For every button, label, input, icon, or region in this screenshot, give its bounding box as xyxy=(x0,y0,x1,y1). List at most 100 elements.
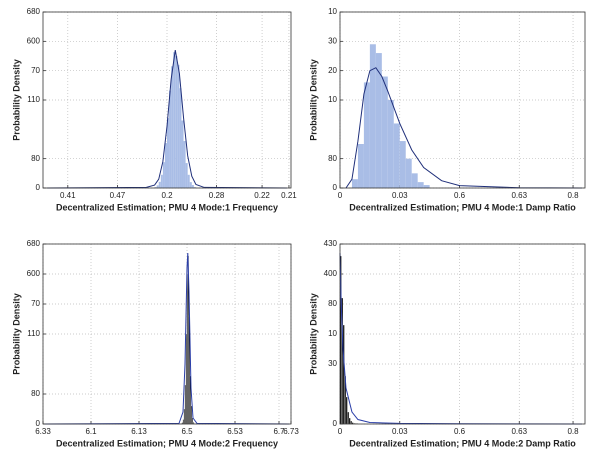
plot-frame xyxy=(339,11,586,189)
histogram-bar xyxy=(171,66,174,188)
histogram-bar xyxy=(158,181,161,188)
histogram-bar xyxy=(347,411,350,425)
x-tick-label: 0.6 xyxy=(454,427,466,436)
x-tick-label: 0.63 xyxy=(511,427,527,436)
fit-curve xyxy=(47,50,287,189)
histogram-bar xyxy=(405,158,412,188)
x-tick-label: 0.8 xyxy=(567,191,579,200)
histogram-bar xyxy=(345,396,348,425)
histogram-bar xyxy=(156,185,159,188)
x-tick-label: 0.03 xyxy=(392,191,408,200)
histogram-bar xyxy=(348,417,351,425)
y-tick-label: 70 xyxy=(31,299,40,308)
y-tick-label: 80 xyxy=(328,154,337,163)
y-tick-label: 400 xyxy=(324,269,338,278)
y-tick-label: 30 xyxy=(328,359,337,368)
histogram-bar xyxy=(177,64,180,188)
y-tick-label: 0 xyxy=(36,419,41,428)
x-tick-label: 6.73 xyxy=(283,427,299,436)
y-tick-label: 10 xyxy=(328,329,337,338)
plot-frame xyxy=(42,11,292,189)
y-tick-label: 10 xyxy=(328,7,337,16)
x-tick-label: 0.47 xyxy=(110,191,126,200)
histogram-bar xyxy=(183,141,186,188)
histogram-bar xyxy=(387,100,394,188)
histogram-bar xyxy=(342,324,345,425)
histogram-bar xyxy=(167,118,170,188)
x-tick-label: 0 xyxy=(338,427,343,436)
x-tick-label: 6.33 xyxy=(35,427,51,436)
histogram-bar xyxy=(154,187,157,188)
histogram-bar xyxy=(357,144,364,188)
histogram-bar xyxy=(181,120,184,188)
y-axis-label: Probability Density xyxy=(308,59,318,141)
x-axis-label: Decentralized Estimation; PMU 4 Mode:1 D… xyxy=(349,202,576,212)
x-tick-label: 0 xyxy=(338,191,343,200)
y-tick-label: 10 xyxy=(328,95,337,104)
histogram-bar xyxy=(162,162,165,188)
y-tick-label: 0 xyxy=(333,183,338,192)
x-axis-label: Decentralized Estimation; PMU 4 Mode:2 F… xyxy=(56,438,278,448)
fit-curve xyxy=(339,252,583,425)
histogram-bar xyxy=(164,143,167,188)
x-tick-label: 0.8 xyxy=(567,427,579,436)
y-tick-label: 600 xyxy=(27,269,41,278)
y-tick-label: 110 xyxy=(27,329,40,338)
fit-curve xyxy=(44,252,290,425)
y-tick-label: 110 xyxy=(27,95,40,104)
histogram-bar xyxy=(169,90,172,188)
x-tick-label: 6.1 xyxy=(85,427,97,436)
histogram-bar xyxy=(160,174,163,188)
x-tick-label: 0.03 xyxy=(392,427,408,436)
histogram-bar xyxy=(179,88,182,188)
histogram-bar xyxy=(175,56,178,188)
histogram-bar xyxy=(193,187,196,188)
histogram-bar xyxy=(369,44,376,189)
y-tick-label: 30 xyxy=(328,36,337,45)
histogram-bar xyxy=(351,179,358,188)
histogram-bar xyxy=(423,185,430,188)
x-axis-label: Decentralized Estimation; PMU 4 Mode:2 D… xyxy=(349,438,576,448)
x-tick-label: 6.7 xyxy=(273,427,285,436)
x-tick-label: 0.63 xyxy=(511,191,527,200)
histogram-bar xyxy=(393,123,400,188)
x-tick-label: 6.53 xyxy=(227,427,243,436)
histogram-bar xyxy=(173,52,176,188)
y-tick-label: 80 xyxy=(31,389,40,398)
y-tick-label: 70 xyxy=(31,66,40,75)
x-axis-label: Decentralized Estimation; PMU 4 Mode:1 F… xyxy=(56,202,278,212)
histogram-bar xyxy=(187,174,190,188)
plot-frame xyxy=(339,243,586,425)
x-tick-label: 6.5 xyxy=(181,427,193,436)
x-tick-label: 6.13 xyxy=(131,427,147,436)
histogram-bar xyxy=(375,53,382,188)
y-tick-label: 80 xyxy=(31,154,40,163)
plot-frame xyxy=(42,243,292,425)
histogram-bar xyxy=(363,82,370,188)
y-tick-label: 430 xyxy=(324,239,338,248)
y-axis-label: Probability Density xyxy=(11,59,21,141)
histogram-bar xyxy=(350,420,353,425)
histogram-bar xyxy=(189,182,192,188)
x-tick-label: 0.2 xyxy=(161,191,173,200)
y-tick-label: 680 xyxy=(27,7,41,16)
y-tick-label: 600 xyxy=(27,36,41,45)
histogram-bar xyxy=(411,173,418,188)
y-tick-label: 80 xyxy=(328,299,337,308)
histogram-bar xyxy=(381,76,388,188)
fit-curve xyxy=(345,67,583,189)
x-tick-label: 0.41 xyxy=(60,191,76,200)
x-tick-label: 0.6 xyxy=(454,191,466,200)
y-tick-label: 0 xyxy=(36,183,41,192)
x-tick-label: 0.22 xyxy=(254,191,270,200)
y-axis-label: Probability Density xyxy=(308,293,318,375)
y-axis-label: Probability Density xyxy=(11,293,21,375)
x-tick-label: 0.28 xyxy=(209,191,225,200)
y-tick-label: 0 xyxy=(333,419,338,428)
y-tick-label: 680 xyxy=(27,239,41,248)
histogram-bar xyxy=(185,163,188,188)
x-tick-label: 0.21 xyxy=(281,191,297,200)
y-tick-label: 20 xyxy=(328,66,337,75)
histogram-bar xyxy=(399,141,406,188)
